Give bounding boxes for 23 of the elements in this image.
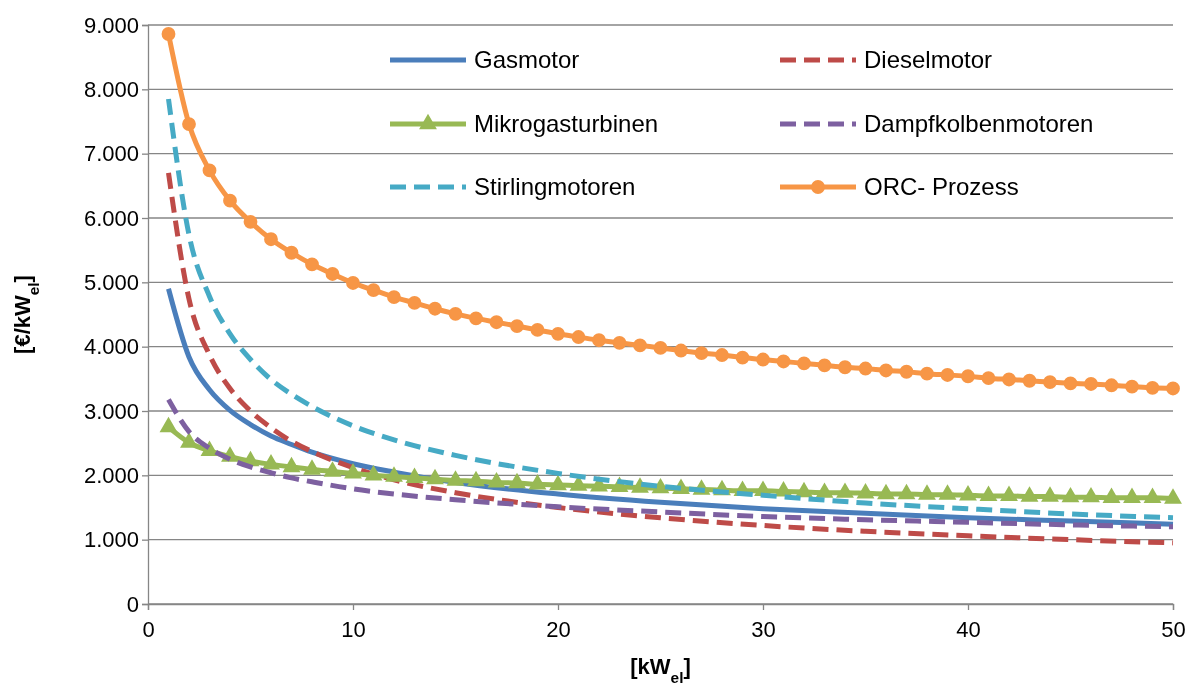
x-tick-label: 20 — [546, 617, 571, 643]
y-tick-label: 1.000 — [83, 527, 139, 553]
x-tick-label: 10 — [341, 617, 366, 643]
y-tick-label: 5.000 — [83, 269, 139, 295]
y-tick-label: 6.000 — [83, 205, 139, 231]
y-tick-label: 9.000 — [83, 12, 139, 38]
legend-label: Gasmotor — [474, 46, 580, 73]
y-tick-label: 2.000 — [83, 462, 139, 488]
y-tick-label: 7.000 — [83, 141, 139, 167]
legend-label: Dieselmotor — [864, 46, 993, 73]
x-tick-label: 30 — [751, 617, 776, 643]
x-tick-label: 0 — [142, 617, 155, 643]
y-tick-label: 8.000 — [83, 76, 139, 102]
x-axis-title: [kW$_{el}$] — [630, 654, 691, 686]
legend-label: Dampfkolbenmotoren — [864, 110, 1094, 137]
y-tick-label: 4.000 — [83, 334, 139, 360]
x-tick-label: 40 — [956, 617, 981, 643]
legend-label: Mikrogasturbinen — [474, 110, 659, 137]
y-tick-label: 0 — [126, 591, 139, 617]
legend-label: ORC- Prozess — [864, 173, 1019, 200]
x-tick-label: 50 — [1161, 617, 1186, 643]
y-tick-label: 3.000 — [83, 398, 139, 424]
legend-label: Stirlingmotoren — [474, 173, 636, 200]
